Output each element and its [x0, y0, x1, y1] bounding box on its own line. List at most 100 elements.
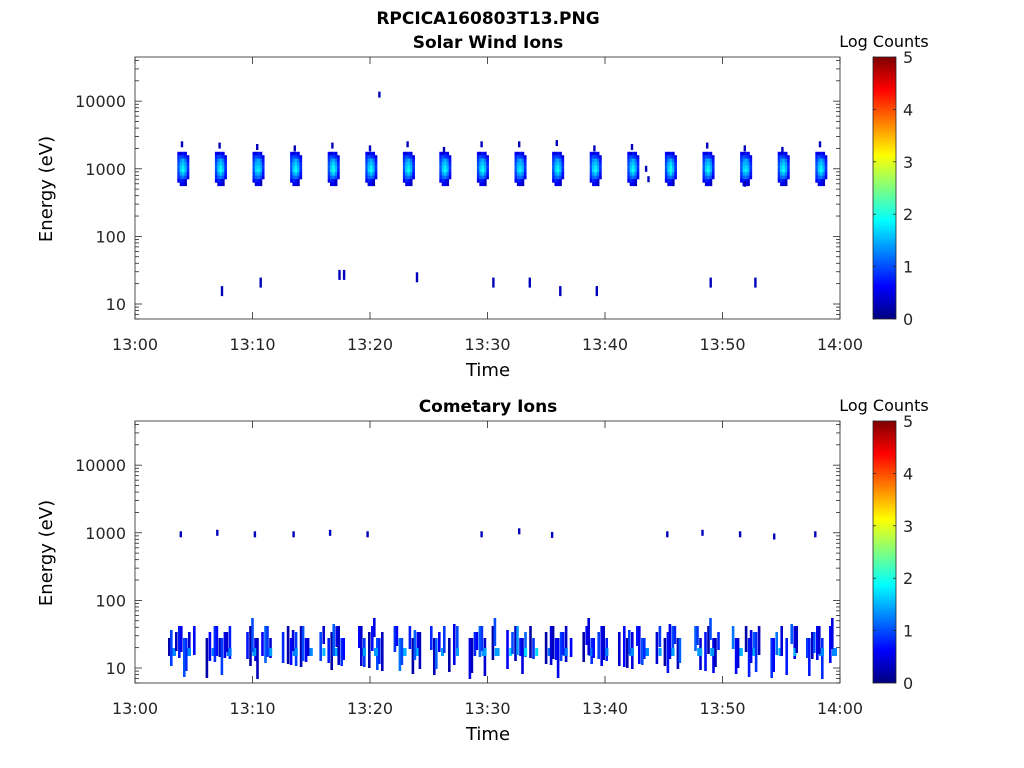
data-cell: [217, 165, 220, 170]
data-cell: [634, 175, 638, 180]
data-cell: [712, 648, 716, 656]
data-cell: [448, 155, 452, 159]
data-cell: [367, 162, 371, 166]
data-cell: [521, 638, 524, 674]
data-cell: [697, 648, 701, 656]
data-cell: [702, 168, 706, 173]
data-cell: [494, 648, 498, 656]
data-cell: [441, 162, 445, 166]
data-cell: [222, 175, 225, 180]
data-cell: [817, 179, 821, 183]
data-cell: [186, 155, 190, 159]
data-cell: [521, 179, 525, 183]
data-cell: [552, 168, 555, 173]
data-cell: [374, 158, 378, 163]
data-cell: [261, 175, 265, 180]
data-cell: [817, 158, 821, 163]
data-cell: [596, 175, 600, 180]
data-cell: [672, 168, 675, 173]
data-cell: [820, 158, 823, 163]
data-cell: [222, 165, 225, 170]
data-cell: [370, 172, 373, 176]
data-cell: [629, 182, 633, 187]
data-cell: [409, 155, 413, 159]
data-cell: [663, 638, 667, 666]
data-cell: [409, 158, 413, 163]
data-cell: [749, 165, 753, 170]
data-cell: [782, 158, 786, 163]
data-cell: [664, 179, 668, 183]
data-cell: [407, 158, 411, 163]
data-cell: [184, 165, 187, 170]
data-cell: [822, 158, 826, 163]
data-cell: [815, 162, 818, 166]
data-cell: [335, 648, 339, 656]
data-cell: [664, 175, 668, 180]
data-cell: [669, 162, 673, 166]
data-cell: [787, 175, 790, 180]
x-tick-label: 13:30: [464, 699, 510, 718]
data-cell: [605, 648, 609, 656]
data-cell: [629, 168, 633, 173]
data-cell: [441, 158, 445, 163]
data-cell: [556, 162, 560, 166]
data-cell: [294, 155, 298, 159]
data-cell: [259, 168, 263, 173]
data-cell: [808, 638, 811, 676]
data-cell: [813, 632, 816, 653]
data-cell: [824, 175, 828, 180]
data-cell: [281, 632, 285, 663]
data-cell: [402, 172, 406, 176]
data-cell: [592, 172, 595, 176]
data-cell: [664, 162, 668, 166]
data-cell: [480, 141, 483, 148]
data-cell: [446, 155, 450, 159]
data-cell: [658, 648, 662, 656]
data-cell: [511, 632, 514, 654]
data-cell: [667, 158, 670, 163]
data-cell: [177, 155, 180, 159]
data-cell: [256, 144, 259, 150]
data-cell: [218, 638, 222, 657]
data-cell: [297, 158, 300, 163]
data-cell: [818, 626, 821, 654]
data-cell: [259, 175, 263, 180]
data-cell: [747, 182, 750, 187]
colorbar-tick-label: 1: [903, 622, 913, 641]
data-cell: [669, 172, 673, 176]
data-cell: [592, 182, 595, 187]
data-cell: [707, 168, 710, 173]
data-cell: [370, 165, 373, 170]
data-cell: [478, 626, 482, 657]
data-cell: [222, 162, 225, 166]
data-cell: [817, 165, 821, 170]
data-cell: [330, 168, 333, 173]
data-cell: [299, 162, 303, 166]
data-cell: [711, 172, 715, 176]
x-axis-label: Time: [465, 724, 510, 745]
data-cell: [668, 624, 672, 659]
data-cell: [409, 172, 413, 176]
data-cell: [592, 168, 595, 173]
data-cell: [740, 162, 743, 166]
data-cell: [599, 175, 602, 180]
data-cell: [664, 172, 668, 176]
colorbar-tick-label: 2: [903, 569, 913, 588]
data-cell: [561, 165, 565, 170]
x-tick-label: 13:00: [112, 335, 158, 354]
data-cell: [217, 162, 220, 166]
data-cell: [744, 158, 748, 163]
data-cell: [556, 165, 560, 170]
data-cell: [669, 155, 673, 159]
data-cell: [448, 172, 452, 176]
data-cell: [592, 162, 595, 166]
data-cell: [519, 162, 522, 166]
data-cell: [629, 179, 633, 183]
data-cell: [168, 638, 171, 656]
data-cell: [710, 648, 714, 656]
data-cell: [222, 179, 225, 183]
data-cell: [372, 182, 376, 187]
data-cell: [412, 165, 415, 170]
data-cell: [257, 175, 260, 180]
data-cell: [596, 168, 600, 173]
